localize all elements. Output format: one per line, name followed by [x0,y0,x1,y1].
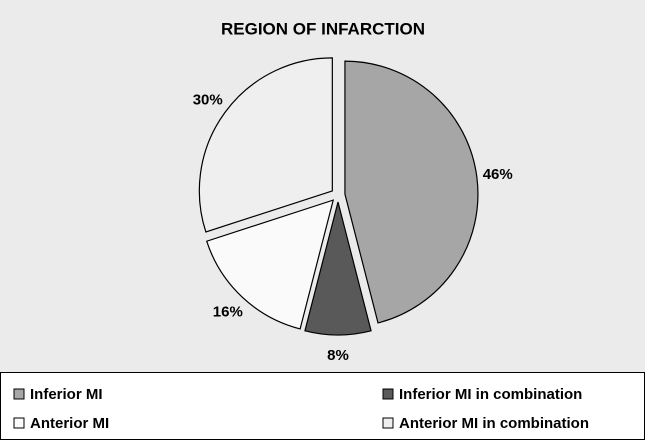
pie-slice [198,57,333,233]
data-label: 46% [483,166,513,183]
legend-label: Inferior MI [30,386,103,403]
legend-swatch [13,388,25,400]
data-label: 8% [327,347,349,364]
data-label: 16% [213,303,243,320]
legend-label: Inferior MI in combination [399,386,582,403]
pie-slice [304,201,372,336]
legend-swatch [13,417,25,429]
legend-label: Anterior MI [30,415,109,432]
legend-swatch [382,417,394,429]
legend-label: Anterior MI in combination [399,415,589,432]
legend-swatch [382,388,394,400]
chart-title: REGION OF INFARCTION [221,19,425,38]
legend-box [0,372,645,440]
data-label: 30% [193,91,223,108]
pie-slice [205,199,335,330]
pie-slice [344,60,479,324]
